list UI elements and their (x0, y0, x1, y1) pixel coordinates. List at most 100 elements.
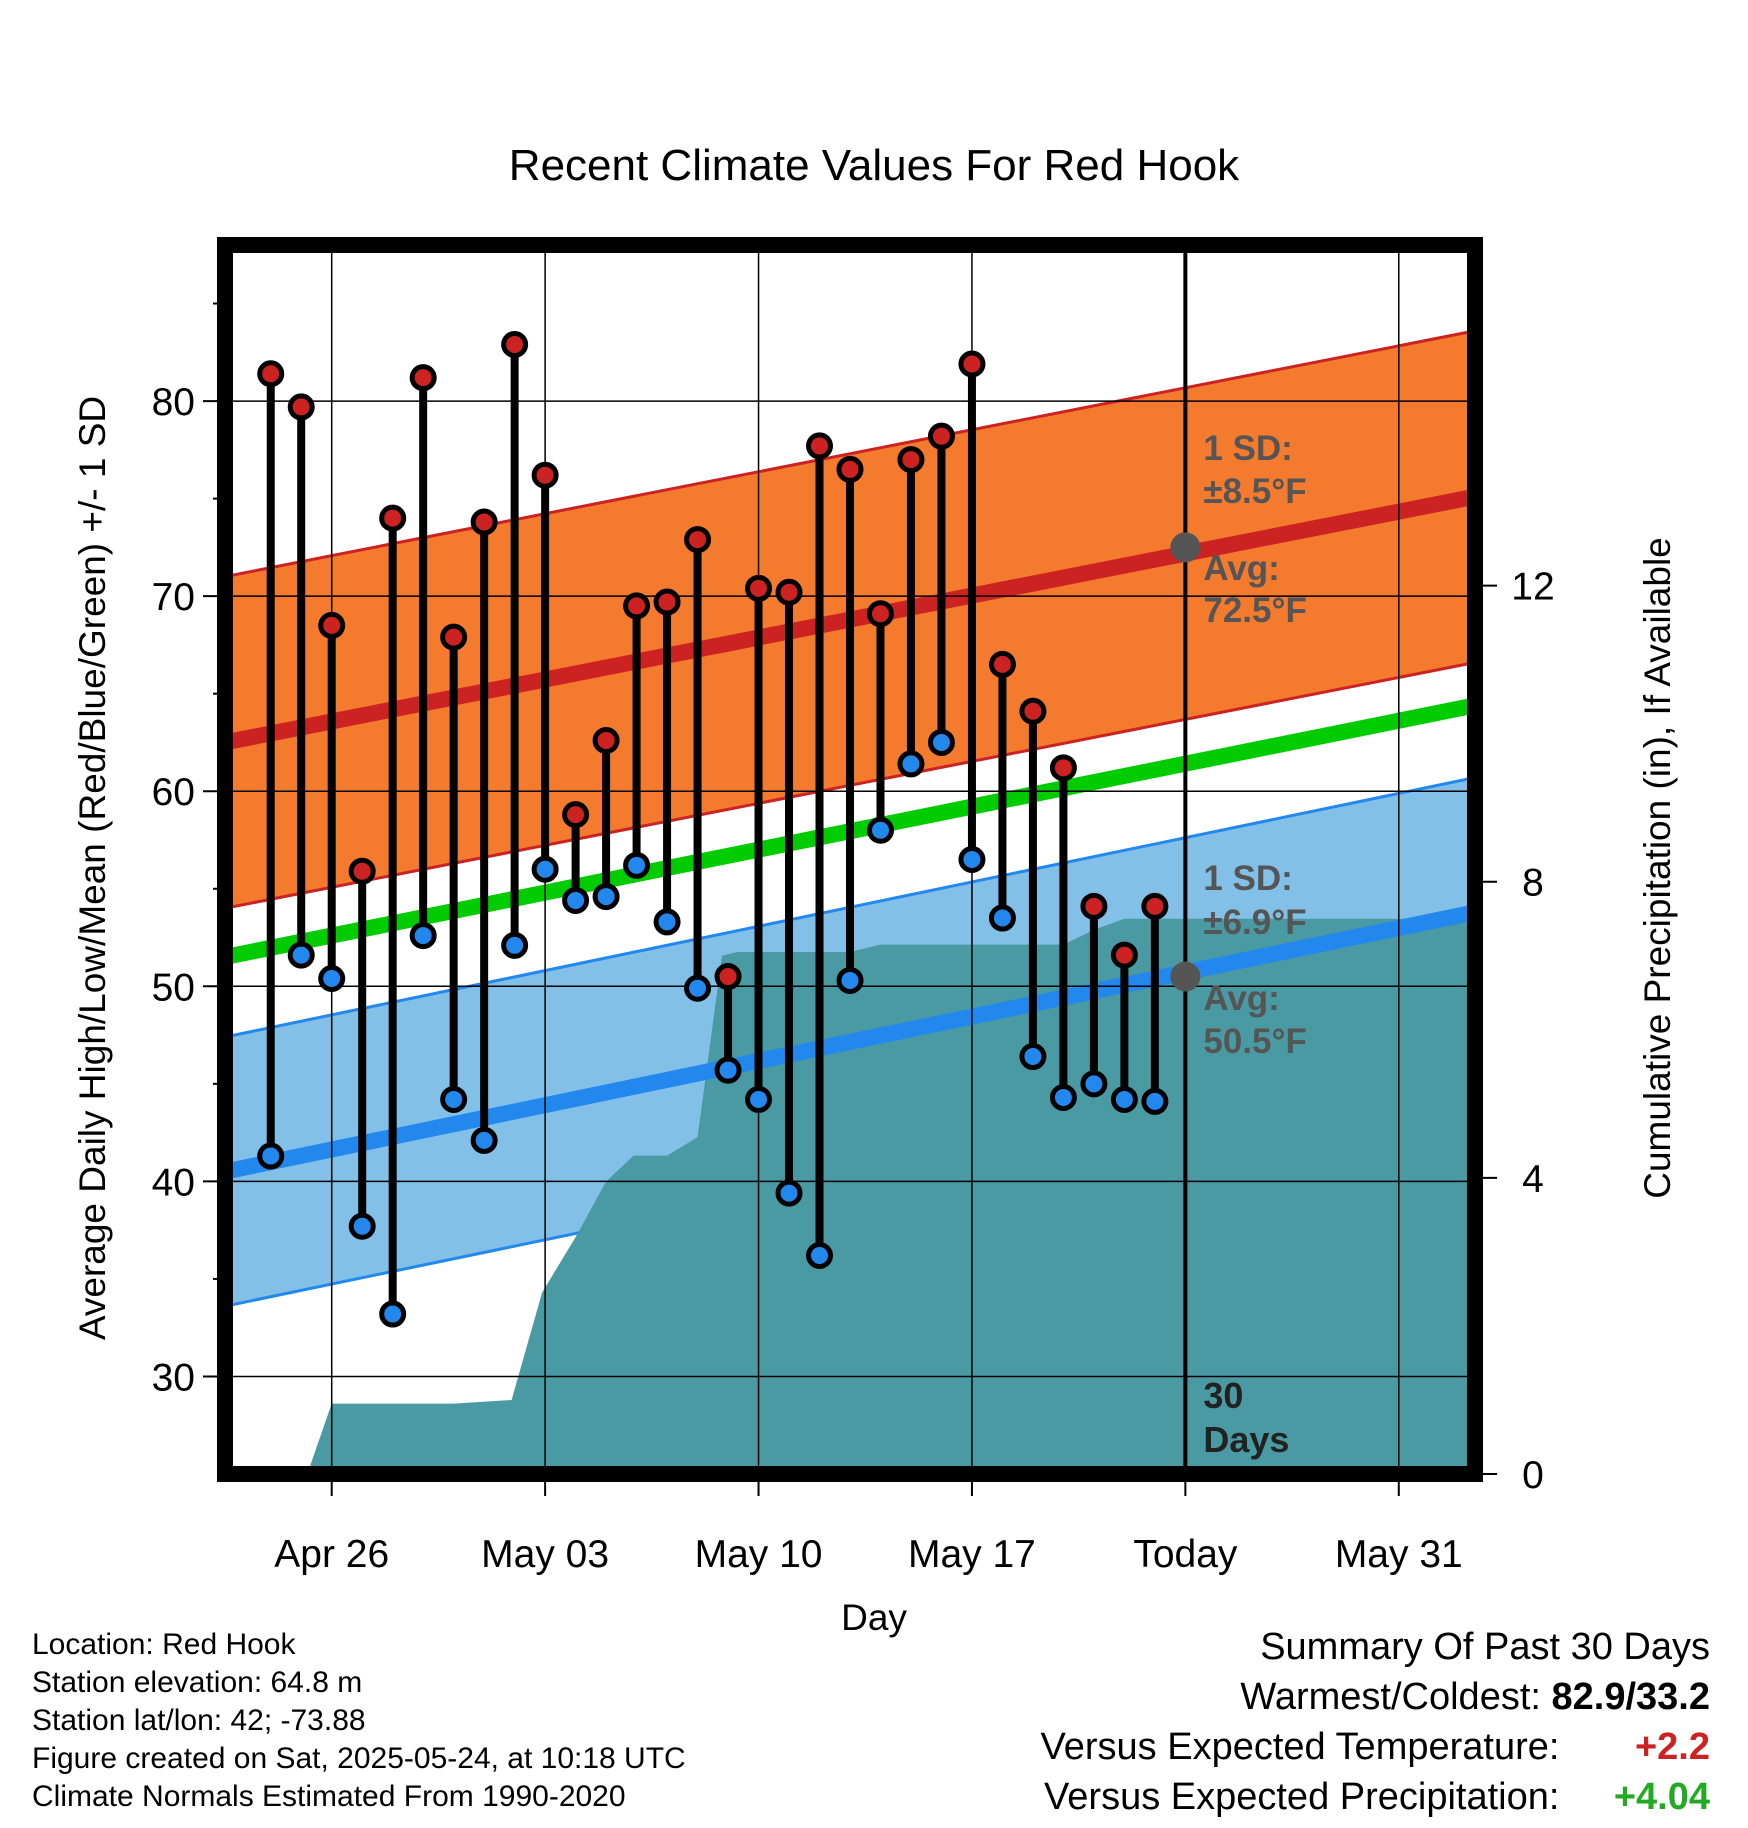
latlon-text: Station lat/lon: 42; -73.88 (32, 1704, 366, 1737)
normals-text: Climate Normals Estimated From 1990-2020 (32, 1780, 626, 1813)
daily-high-point (318, 611, 346, 639)
daily-high-point (257, 360, 285, 388)
x-axis-title: Day (841, 1597, 907, 1638)
daily-low-point (775, 1179, 803, 1207)
daily-high-point (623, 592, 651, 620)
daily-high-point (714, 963, 742, 991)
daily-low-point (684, 974, 712, 1002)
y-tick-label: 70 (152, 576, 195, 619)
daily-high-point (988, 650, 1016, 678)
daily-high-point (927, 422, 955, 450)
daily-low-point (836, 966, 864, 994)
daily-low-point (1019, 1043, 1047, 1071)
daily-low-point (623, 851, 651, 879)
daily-low-point (866, 816, 894, 844)
summary-heading: Summary Of Past 30 Days (1260, 1626, 1710, 1668)
daily-low-point (379, 1300, 407, 1328)
sd-low-value: ±6.9°F (1203, 903, 1306, 942)
daily-high-point (775, 578, 803, 606)
daily-high-point (1080, 892, 1108, 920)
precip-departure-value: +4.04 (1613, 1776, 1710, 1818)
daily-high-point (501, 330, 529, 358)
precip-departure-label: Versus Expected Precipitation: (1044, 1776, 1560, 1818)
avg-low-label: Avg: (1203, 979, 1279, 1018)
daily-high-point (1141, 892, 1169, 920)
chart-title: Recent Climate Values For Red Hook (509, 141, 1240, 190)
daily-high-point (684, 526, 712, 554)
sd-high-label: 1 SD: (1203, 429, 1292, 468)
daily-low-point (745, 1085, 773, 1113)
x-tick-label: May 10 (695, 1533, 823, 1576)
daily-low-point (592, 883, 620, 911)
today-avg-high-marker (1170, 532, 1201, 563)
station-info: Location: Red Hook Station elevation: 64… (32, 1626, 686, 1816)
daily-high-point (806, 432, 834, 460)
daily-low-point (988, 904, 1016, 932)
warmest-coldest-label: Warmest/Coldest: (1240, 1676, 1541, 1718)
daily-low-point (470, 1126, 498, 1154)
y2-axis-title: Cumulative Precipitation (in), If Availa… (1637, 537, 1678, 1199)
y2-tick-label: 8 (1522, 862, 1544, 905)
daily-low-point (714, 1056, 742, 1084)
axes: 30 40 50 60 70 80 0 4 8 12 Apr 26 May 03 May 10 May 1… (152, 237, 1555, 1576)
daily-high-point (745, 574, 773, 602)
daily-low-point (958, 846, 986, 873)
sd-low-label: 1 SD: (1203, 859, 1292, 898)
daily-low-point (1110, 1085, 1138, 1113)
sd-high-value: ±8.5°F (1203, 472, 1306, 511)
daily-low-point (1141, 1087, 1169, 1115)
x-tick-label: Today (1133, 1533, 1238, 1576)
daily-high-point (1019, 697, 1047, 725)
y2-tick-label: 4 (1522, 1158, 1544, 1201)
today-avg-low-marker (1170, 961, 1201, 992)
daily-high-point (562, 801, 590, 829)
x-tick-label: May 03 (481, 1533, 609, 1576)
daily-high-point (653, 588, 681, 616)
daily-low-point (531, 855, 559, 883)
daily-high-point (287, 393, 315, 421)
daily-low-point (440, 1085, 468, 1113)
precip-area (225, 918, 1475, 1474)
daily-low-point (501, 931, 529, 959)
days-count-label: 30 (1203, 1375, 1243, 1416)
daily-high-point (531, 461, 559, 489)
daily-low-point (1049, 1083, 1077, 1111)
daily-low-point (653, 908, 681, 936)
x-tick-label: May 31 (1335, 1533, 1463, 1576)
avg-high-value: 72.5°F (1203, 591, 1307, 630)
y-tick-label: 30 (152, 1356, 195, 1399)
daily-high-point (1110, 941, 1138, 969)
temp-departure-label: Versus Expected Temperature: (1040, 1726, 1560, 1768)
precip-departure-row: Versus Expected Precipitation: +4.04 (1041, 1772, 1710, 1822)
daily-high-point (592, 727, 620, 755)
summary-panel: Summary Of Past 30 Days Warmest/Coldest:… (1041, 1622, 1710, 1822)
daily-high-point (1049, 754, 1077, 782)
x-tick-label: Apr 26 (274, 1533, 389, 1576)
y-axis-title: Average Daily High/Low/Mean (Red/Blue/Gr… (72, 396, 113, 1340)
daily-low-point (257, 1142, 285, 1170)
daily-high-point (470, 508, 498, 536)
created-text: Figure created on Sat, 2025-05-24, at 10… (32, 1742, 686, 1775)
x-tick-label: May 17 (908, 1533, 1036, 1576)
y-tick-label: 80 (152, 381, 195, 424)
elevation-text: Station elevation: 64.8 m (32, 1666, 363, 1699)
temp-departure-row: Versus Expected Temperature: +2.2 (1041, 1722, 1710, 1772)
location-text: Location: Red Hook (32, 1628, 296, 1661)
daily-low-point (409, 922, 437, 950)
daily-high-point (440, 623, 468, 651)
y2-tick-label: 12 (1511, 566, 1554, 609)
daily-low-point (562, 886, 590, 914)
daily-high-point (379, 504, 407, 532)
y2-tick-label: 0 (1522, 1454, 1544, 1497)
daily-high-point (866, 600, 894, 628)
avg-low-value: 50.5°F (1203, 1022, 1307, 1061)
daily-low-point (806, 1242, 834, 1270)
warmest-coldest-row: Warmest/Coldest: 82.9/33.2 (1041, 1672, 1710, 1722)
daily-high-point (836, 455, 864, 483)
y-tick-label: 60 (152, 771, 195, 814)
avg-low-line (225, 904, 1475, 1180)
daily-low-point (897, 750, 925, 778)
